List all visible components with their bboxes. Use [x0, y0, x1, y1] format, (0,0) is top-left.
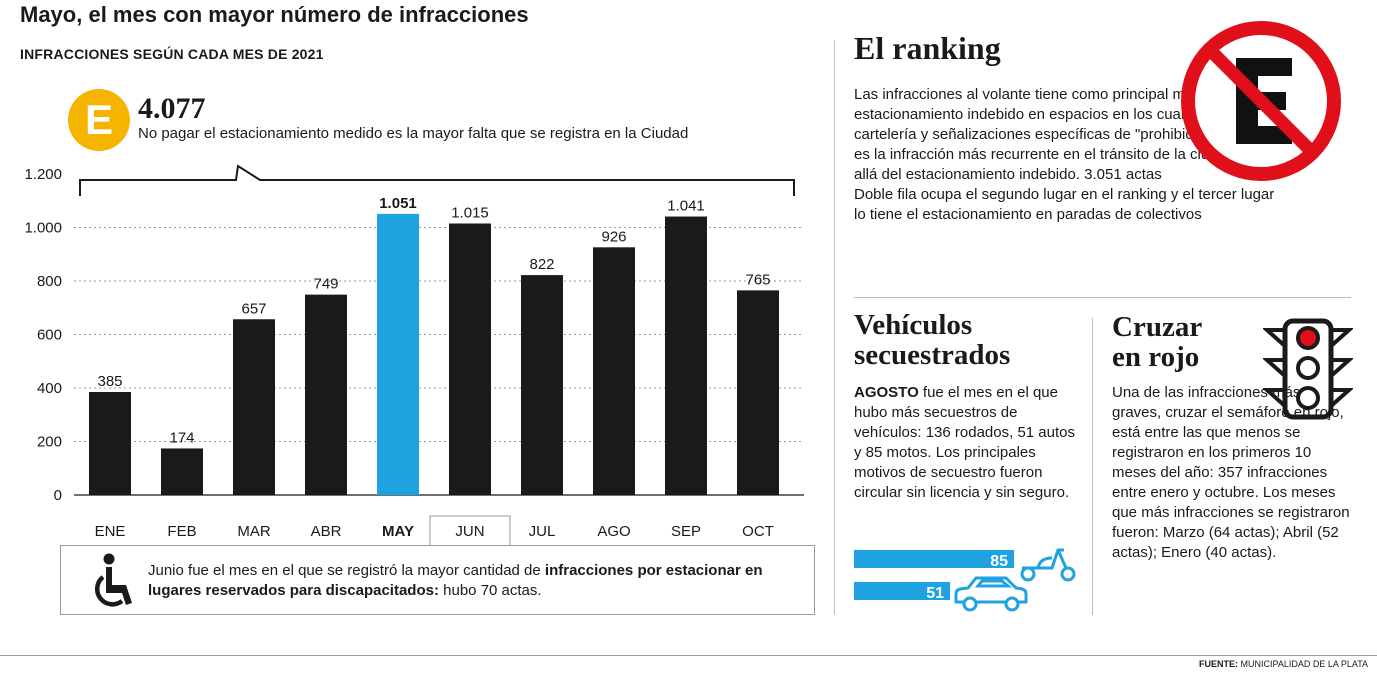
bar-jun — [449, 223, 491, 496]
y-tick-label: 600 — [37, 327, 62, 344]
highlight-description: No pagar el estacionamiento medido es la… — [138, 125, 689, 142]
source-credit: FUENTE: MUNICIPALIDAD DE LA PLATA — [1199, 659, 1368, 669]
vehiculos-bar-label: 51 — [926, 585, 944, 602]
bar-oct — [737, 290, 779, 495]
x-category-label: MAR — [237, 523, 271, 540]
vehiculos-title: Vehículos secuestrados — [854, 310, 1084, 370]
bar-value-label: 174 — [169, 429, 194, 446]
source-text: MUNICIPALIDAD DE LA PLATA — [1238, 659, 1369, 669]
x-category-label: ABR — [311, 523, 342, 540]
rojo-title: Cruzar en rojo — [1112, 312, 1272, 372]
source-label: FUENTE: — [1199, 659, 1238, 669]
note-box — [60, 545, 815, 615]
bar-value-label: 765 — [745, 271, 770, 288]
column-divider — [834, 40, 835, 615]
x-category-label: SEP — [671, 523, 701, 540]
vehiculos-body: fue el mes en el que hubo más secuestros… — [854, 384, 1075, 501]
vehiculos-lead: AGOSTO — [854, 384, 919, 401]
page-title: Mayo, el mes con mayor número de infracc… — [20, 2, 529, 27]
bar-value-label: 657 — [241, 300, 266, 317]
vehiculos-text: AGOSTO fue el mes en el que hubo más sec… — [854, 383, 1079, 503]
x-category-label: ENE — [95, 523, 126, 540]
column-divider-small — [1092, 318, 1093, 615]
chart-bracket — [79, 164, 795, 196]
rojo-title-line: en rojo — [1112, 341, 1200, 373]
ranking-title: El ranking — [854, 30, 1001, 66]
y-tick-label: 0 — [54, 487, 62, 504]
rojo-text: Una de las infracciones más graves, cruz… — [1112, 384, 1350, 561]
vehiculos-bar-motos — [854, 550, 1014, 568]
vehiculos-bar-label: 85 — [990, 553, 1008, 570]
jun-highlight-box — [429, 515, 511, 545]
note-text-bold: infracciones por estacionar en lugares r… — [148, 562, 763, 599]
y-tick-label: 800 — [37, 273, 62, 290]
note-text-plain: Junio fue el mes en el que se registró l… — [148, 562, 545, 579]
bar-chart: 0 200 400 600 800 1.000 1.200 385 ENE 174 FEB 657 MA… — [24, 164, 804, 545]
x-category-label: FEB — [167, 523, 196, 540]
section-divider — [854, 297, 1351, 298]
chart-bars — [89, 213, 779, 496]
ranking-paragraph: Las infracciones al volante tiene como p… — [854, 86, 1281, 183]
vehiculos-bar-autos — [854, 582, 950, 600]
estacionamiento-icon-letter: E — [84, 96, 113, 143]
car-icon — [954, 576, 1028, 612]
bar-sep — [665, 216, 707, 495]
bar-jul — [521, 275, 563, 495]
highlight-value: 4.077 — [138, 92, 206, 125]
bar-value-label: 1.015 — [451, 204, 489, 221]
scooter-icon — [1020, 548, 1076, 582]
vehiculos-bars: 85 51 — [854, 548, 1076, 612]
ranking-text: Las infracciones al volante tiene como p… — [854, 85, 1284, 225]
x-category-label: AGO — [597, 523, 630, 540]
x-category-label: JUN — [455, 523, 484, 540]
bar-mar — [233, 319, 275, 495]
bar-abr — [305, 294, 347, 495]
bar-value-label: 926 — [601, 228, 626, 245]
vehiculos-title-line: Vehículos — [854, 309, 973, 341]
x-category-label: MAY — [382, 523, 414, 540]
note-text: Junio fue el mes en el que se registró l… — [148, 561, 808, 601]
rojo-title-line: Cruzar — [1112, 311, 1203, 343]
traffic-light-icon — [1263, 318, 1353, 420]
bar-value-label: 385 — [97, 373, 122, 390]
no-parking-icon — [1181, 21, 1341, 181]
bar-value-label: 749 — [313, 276, 338, 293]
y-tick-label: 400 — [37, 380, 62, 397]
ranking-paragraph: Doble fila ocupa el segundo lugar en el … — [854, 186, 1275, 223]
bar-feb — [161, 448, 203, 495]
vehiculos-title-line: secuestrados — [854, 339, 1011, 371]
y-tick-label: 1.200 — [24, 166, 62, 183]
bar-value-label: 822 — [529, 256, 554, 273]
note-text-end: hubo 70 actas. — [438, 582, 542, 599]
chart-subtitle: INFRACCIONES SEGÚN CADA MES DE 2021 — [20, 46, 324, 62]
bar-ago — [593, 247, 635, 495]
bar-value-label: 1.041 — [667, 198, 705, 215]
bar-value-label: 1.051 — [379, 195, 417, 212]
chart-labels: 0 200 400 600 800 1.000 1.200 385 ENE 174 FEB 657 MA… — [24, 166, 774, 545]
estacionamiento-icon: E — [68, 89, 130, 151]
wheelchair-icon — [94, 553, 132, 607]
y-tick-label: 1.000 — [24, 220, 62, 237]
footer-line — [0, 655, 1377, 656]
x-category-label: JUL — [529, 523, 556, 540]
y-tick-label: 200 — [37, 434, 62, 451]
x-category-label: OCT — [742, 523, 774, 540]
bar-ene — [89, 392, 131, 495]
bar-may — [377, 213, 419, 496]
